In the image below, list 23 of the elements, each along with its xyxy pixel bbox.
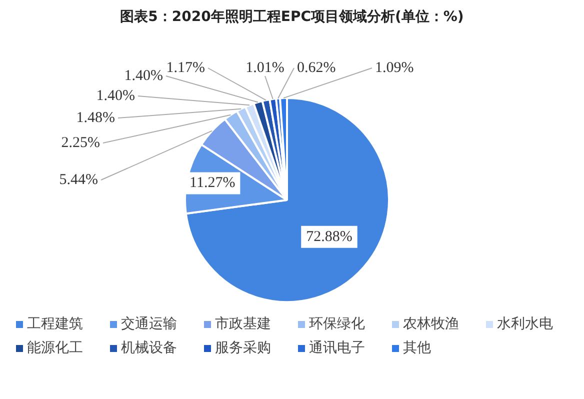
data-label: 1.40% (96, 88, 135, 104)
legend-label: 机械设备 (121, 339, 177, 357)
legend-label: 能源化工 (27, 339, 83, 357)
data-label: 1.09% (375, 60, 414, 76)
legend-label: 通讯电子 (309, 339, 365, 357)
legend-label: 工程建筑 (27, 315, 83, 333)
data-label: 1.01% (246, 60, 284, 76)
data-label: 0.62% (297, 60, 336, 76)
legend-label: 水利水电 (497, 315, 553, 333)
data-label: 1.17% (166, 60, 205, 76)
data-label: 5.44% (59, 172, 98, 188)
legend-label: 农林牧渔 (403, 315, 459, 333)
legend-label: 交通运输 (121, 315, 177, 333)
chart-title: 图表5：2020年照明工程EPC项目领域分析(单位：%) (119, 8, 465, 26)
data-label: 1.48% (76, 110, 115, 126)
data-label: 11.27% (190, 175, 236, 192)
legend-label: 环保绿化 (309, 315, 365, 333)
data-label: 72.88% (306, 228, 352, 245)
data-label: 1.40% (124, 68, 163, 84)
legend-label: 其他 (403, 339, 431, 357)
legend-label: 服务采购 (215, 339, 271, 357)
legend-label: 市政基建 (215, 315, 271, 333)
data-label: 2.25% (61, 134, 100, 151)
